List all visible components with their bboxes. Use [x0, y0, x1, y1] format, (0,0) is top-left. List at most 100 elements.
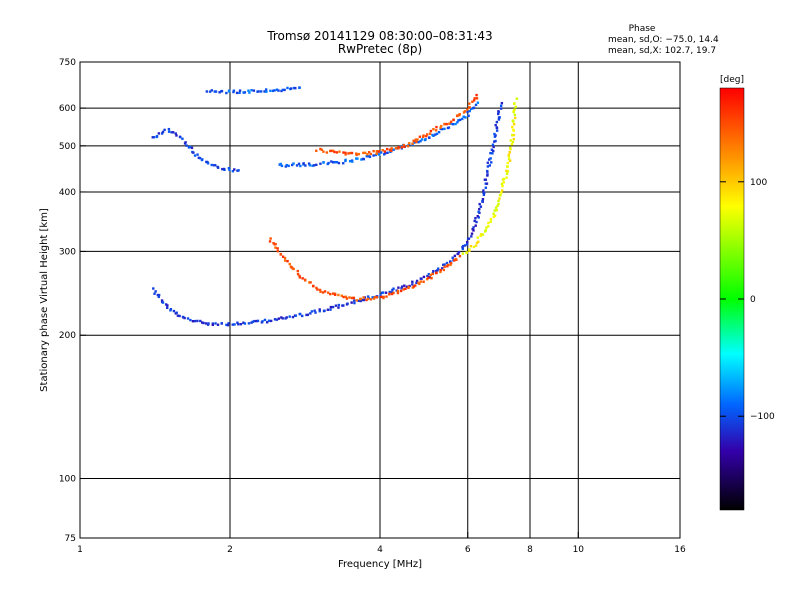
data-point — [497, 118, 501, 121]
data-point — [315, 149, 318, 152]
data-point — [359, 299, 362, 303]
data-point — [458, 113, 461, 116]
data-point — [461, 247, 465, 251]
data-point — [329, 308, 332, 311]
data-point — [429, 129, 433, 133]
data-point — [435, 132, 439, 135]
data-point — [511, 119, 515, 122]
data-point — [508, 159, 512, 162]
data-point — [456, 252, 459, 256]
data-point — [478, 207, 481, 211]
data-point — [397, 146, 400, 149]
data-point — [439, 126, 442, 129]
data-point — [243, 91, 247, 94]
data-point — [479, 234, 482, 238]
data-point — [198, 156, 202, 160]
data-point — [463, 110, 467, 113]
data-point — [481, 200, 484, 203]
data-point — [388, 290, 391, 294]
data-point — [227, 90, 231, 93]
data-point — [429, 273, 433, 277]
data-point — [252, 89, 256, 92]
data-point — [392, 291, 395, 295]
data-point — [196, 153, 199, 156]
data-point — [489, 151, 492, 155]
data-point — [193, 154, 197, 157]
data-point — [294, 314, 298, 317]
data-point — [277, 317, 281, 320]
data-point — [404, 287, 407, 291]
data-point — [486, 169, 489, 173]
data-point — [440, 124, 443, 128]
data-point — [458, 254, 462, 258]
data-point — [189, 318, 192, 322]
data-point — [499, 104, 503, 108]
data-point — [400, 285, 404, 288]
data-point — [466, 237, 470, 240]
data-points — [151, 86, 519, 327]
data-point — [366, 295, 370, 298]
data-point — [353, 301, 356, 305]
data-point — [469, 244, 473, 248]
data-point — [365, 155, 368, 158]
data-point — [485, 182, 489, 185]
data-point — [371, 296, 374, 299]
data-point — [191, 320, 195, 323]
data-point — [256, 319, 260, 323]
data-point — [497, 110, 500, 113]
data-point — [281, 255, 285, 258]
data-point — [469, 107, 473, 111]
data-point — [492, 215, 496, 218]
data-point — [375, 150, 378, 153]
data-point — [304, 279, 307, 282]
data-point — [253, 319, 256, 323]
data-point — [513, 113, 517, 117]
data-point — [175, 311, 178, 314]
data-point — [432, 127, 435, 131]
data-point — [330, 149, 333, 153]
data-point — [337, 161, 341, 165]
data-point — [388, 148, 392, 151]
data-point — [479, 205, 483, 208]
data-point — [475, 220, 478, 224]
data-point — [426, 274, 429, 278]
data-point — [422, 280, 425, 283]
data-point — [356, 157, 359, 160]
data-point — [507, 155, 510, 158]
data-point — [308, 281, 311, 284]
data-point — [273, 89, 276, 92]
data-point — [420, 138, 424, 141]
data-point — [513, 102, 516, 105]
data-point — [492, 145, 495, 149]
data-point — [482, 191, 485, 194]
data-point — [302, 162, 305, 165]
data-point — [396, 289, 400, 293]
data-point — [233, 168, 236, 171]
data-point — [482, 193, 486, 197]
data-point — [498, 116, 501, 119]
data-point — [333, 293, 337, 296]
data-point — [309, 281, 312, 284]
data-point — [366, 153, 369, 156]
y-axis-ticks: 75 100 200 300 400 500 600 750 — [59, 58, 86, 544]
data-point — [474, 103, 478, 107]
data-point — [281, 88, 285, 92]
data-point — [344, 153, 347, 156]
data-point — [493, 140, 496, 143]
data-point — [225, 91, 228, 95]
data-point — [502, 177, 506, 181]
data-point — [323, 309, 326, 312]
data-point — [442, 263, 445, 267]
data-point — [193, 319, 197, 323]
data-point — [388, 292, 391, 296]
data-point — [435, 125, 438, 129]
data-point — [205, 90, 209, 93]
data-point — [466, 108, 469, 111]
data-point — [426, 133, 429, 136]
data-point — [431, 272, 434, 276]
data-point — [183, 316, 186, 320]
data-point — [323, 290, 327, 293]
data-point — [210, 163, 213, 167]
data-point — [181, 137, 184, 140]
data-point — [478, 202, 481, 206]
